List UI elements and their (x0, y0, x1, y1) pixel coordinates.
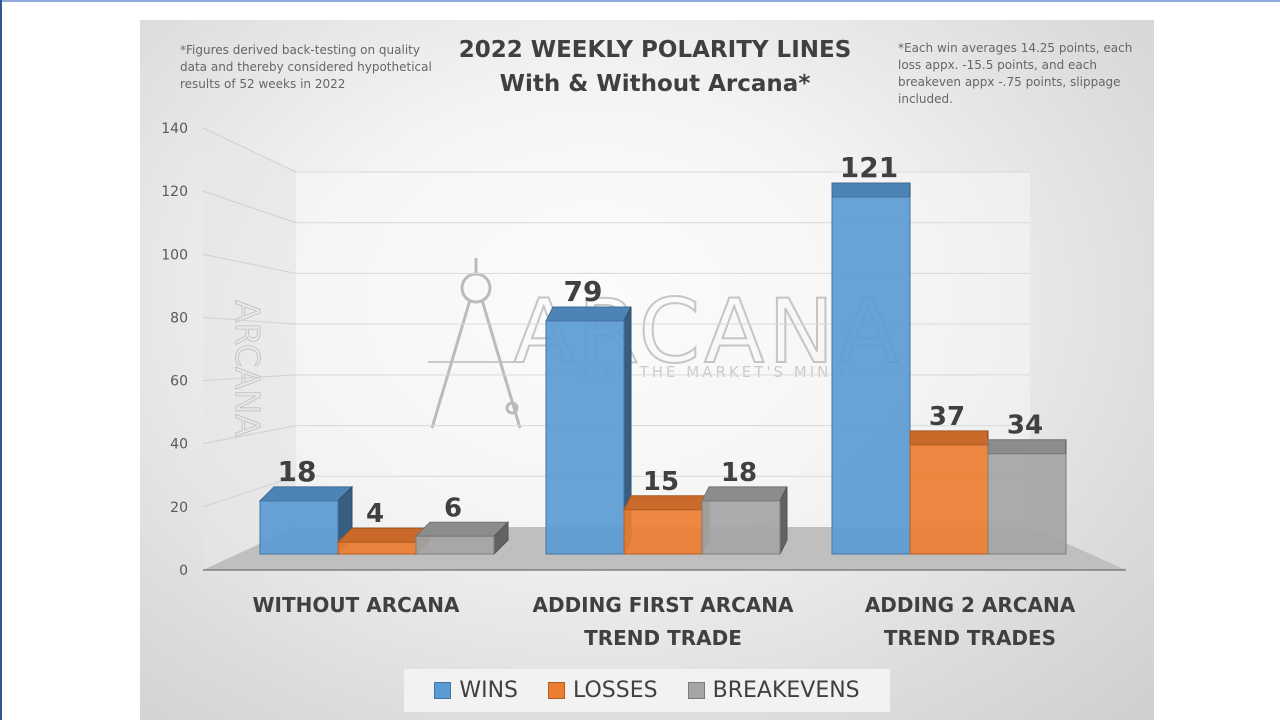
data-label-breakevens: 18 (721, 458, 757, 488)
data-label-wins: 79 (564, 275, 603, 308)
y-tick-label: 80 (170, 310, 188, 326)
gridline-side-60 (202, 374, 297, 382)
bar-breakevens (415, 535, 495, 555)
chart-title: 2022 WEEKLY POLARITY LINES With & Withou… (440, 33, 870, 101)
legend-item-wins: WINS (434, 678, 518, 703)
x-category-label: ADDING FIRST ARCANA (532, 593, 794, 617)
y-tick-label: 140 (161, 121, 188, 137)
chart-legend: WINS LOSSES BREAKEVENS (404, 669, 890, 712)
y-tick-label: 100 (161, 247, 188, 263)
bar-breakevens (701, 500, 781, 555)
x-category-label: TREND TRADE (584, 626, 742, 650)
bar-losses (623, 509, 703, 555)
arcana-watermark-side: ARCANA (228, 300, 268, 438)
gridline-side-100 (202, 253, 297, 274)
gridline-side-80 (202, 316, 297, 325)
legend-item-losses: LOSSES (548, 678, 658, 703)
data-label-breakevens: 6 (444, 493, 462, 523)
x-category-label: WITHOUT ARCANA (253, 593, 461, 617)
gridline-side-120 (202, 190, 297, 224)
data-label-breakevens: 34 (1007, 411, 1043, 441)
y-tick-label: 120 (161, 184, 188, 200)
left-wall (203, 128, 296, 570)
legend-swatch-losses (548, 682, 566, 699)
data-label-wins: 121 (840, 151, 898, 184)
bar-breakevens (987, 453, 1067, 555)
bar-top-wins (831, 182, 911, 198)
chart-title-line-1: 2022 WEEKLY POLARITY LINES (458, 37, 852, 63)
gridline-side-40 (202, 425, 297, 445)
data-labels: 18 4 6 79 15 18 121 37 34 (278, 151, 1044, 529)
watermark-tagline: READ THE MARKET'S MIND (578, 363, 846, 381)
y-axis: 0 20 40 60 80 100 120 140 (161, 121, 188, 579)
bar-losses (337, 541, 417, 555)
x-category-label: TREND TRADES (884, 626, 1056, 650)
x-category-label: ADDING 2 ARCANA (865, 593, 1076, 617)
y-tick-label: 0 (179, 563, 188, 579)
bar-losses (909, 444, 989, 555)
bar-top-breakevens (414, 521, 510, 537)
data-label-wins: 18 (278, 455, 317, 488)
legend-label-losses: LOSSES (573, 678, 658, 703)
data-label-losses: 4 (366, 499, 384, 529)
bar-top-breakevens (701, 486, 788, 502)
bar-wins (831, 196, 911, 555)
legend-item-breakevens: BREAKEVENS (687, 678, 860, 703)
legend-label-breakevens: BREAKEVENS (712, 678, 860, 703)
bar-top-losses (623, 495, 710, 511)
footnote-right: *Each win averages 14.25 points, each lo… (898, 41, 1133, 106)
bar-wins (545, 320, 625, 555)
data-label-losses: 37 (929, 402, 965, 432)
legend-label-wins: WINS (459, 678, 519, 703)
gridline-side-140 (202, 127, 297, 173)
bar-top-wins (258, 486, 354, 502)
y-tick-label: 40 (170, 437, 188, 453)
data-label-losses: 15 (643, 467, 679, 497)
compass-icon (428, 258, 522, 429)
slide-left-edge (0, 0, 2, 720)
legend-swatch-wins (434, 682, 452, 699)
bar-top-breakevens (987, 439, 1067, 455)
gridlines (202, 127, 1030, 508)
bar-top-wins (545, 306, 632, 322)
legend-swatch-breakevens (687, 682, 705, 699)
gridline-side-20 (202, 475, 297, 508)
slide-top-edge (0, 0, 1280, 2)
watermark-side-brand: ARCANA (228, 300, 267, 437)
y-tick-label: 20 (170, 500, 188, 516)
chart-title-line-2: With & Without Arcana* (499, 71, 811, 97)
y-tick-label: 60 (170, 374, 188, 390)
bar-top-losses (909, 430, 989, 446)
footnote-left: *Figures derived back-testing on quality… (180, 43, 432, 91)
x-axis-categories: WITHOUT ARCANA ADDING FIRST ARCANA TREND T… (253, 593, 1076, 650)
bar-wins (259, 500, 339, 555)
bars (258, 182, 1067, 556)
